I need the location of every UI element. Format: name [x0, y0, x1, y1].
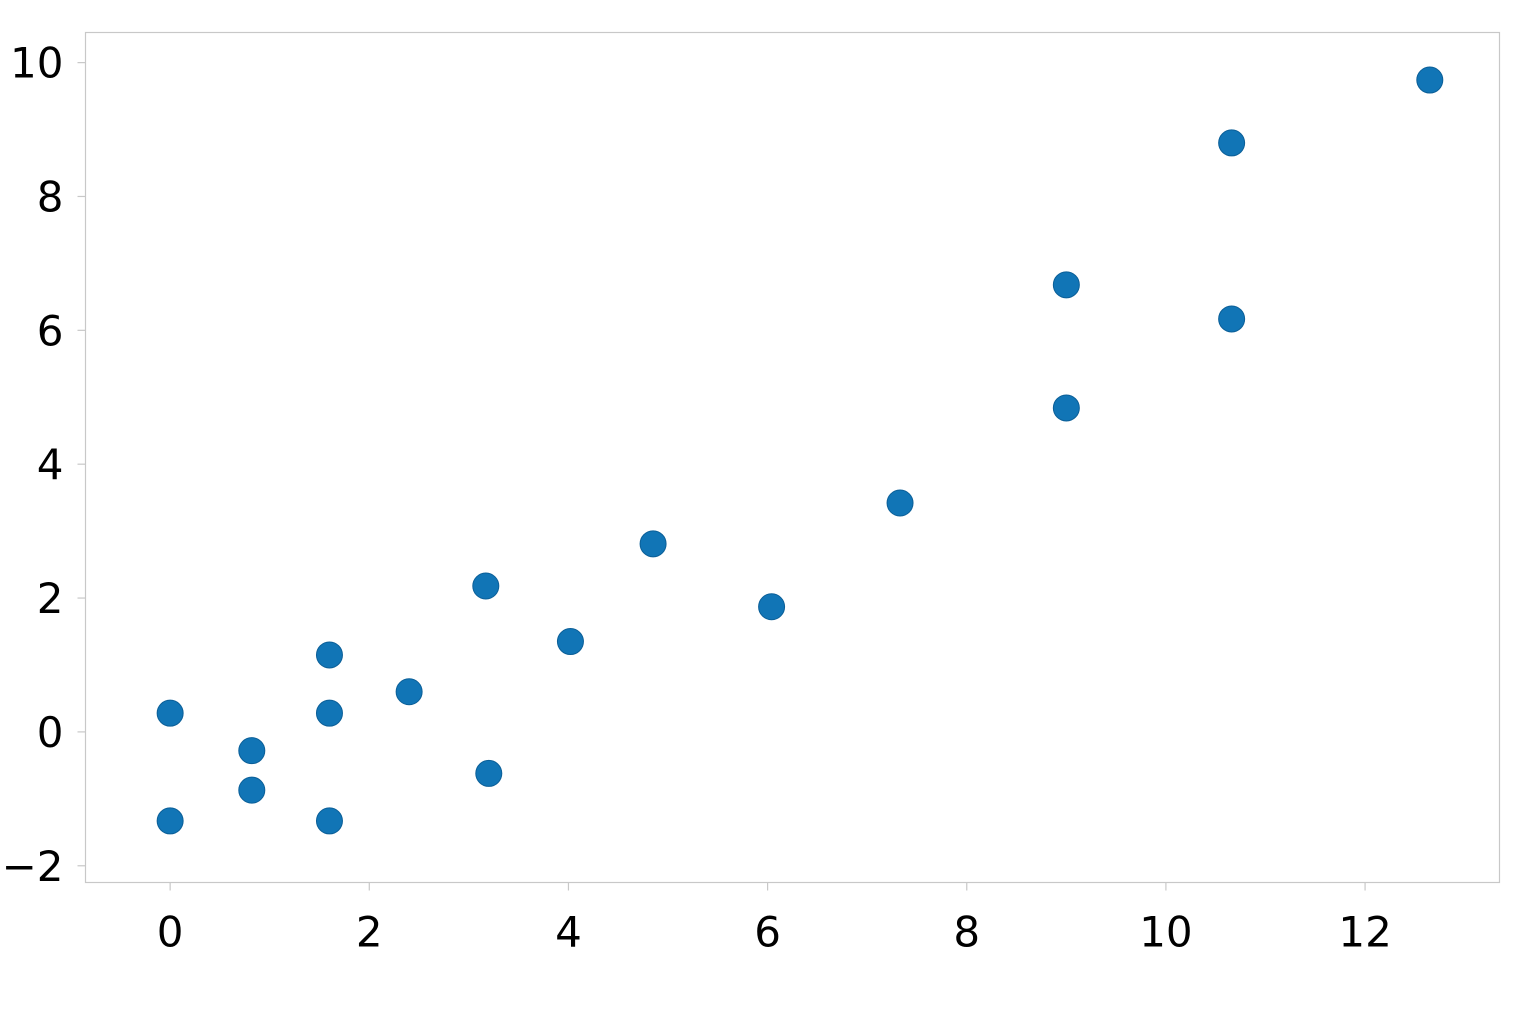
y-tick-label: 8: [37, 172, 64, 221]
data-points: [156, 66, 1444, 835]
y-tick-label: 0: [37, 708, 64, 757]
x-tick-label: 12: [1338, 908, 1391, 957]
data-point: [475, 759, 503, 787]
y-tick-label: 4: [37, 440, 64, 489]
data-point: [315, 641, 343, 669]
data-point: [238, 776, 266, 804]
y-axis: −2 0 2 4 6 8 10: [2, 39, 86, 891]
data-point: [472, 572, 500, 600]
data-point: [1052, 394, 1080, 422]
data-point: [315, 699, 343, 727]
x-axis: 0 2 4 6 8 10 12: [157, 882, 1392, 957]
data-point: [886, 489, 914, 517]
x-tick-label: 10: [1139, 908, 1192, 957]
data-point: [156, 807, 184, 835]
data-point: [238, 737, 266, 765]
y-tick-label: 2: [37, 574, 64, 623]
x-tick-label: 8: [953, 908, 980, 957]
data-point: [758, 593, 786, 621]
x-tick-label: 4: [555, 908, 582, 957]
x-tick-label: 2: [356, 908, 383, 957]
data-point: [315, 807, 343, 835]
x-tick-label: 0: [157, 908, 184, 957]
data-point: [1218, 129, 1246, 157]
x-tick-label: 6: [754, 908, 781, 957]
y-tick-label: −2: [2, 842, 64, 891]
y-tick-label: 6: [37, 306, 64, 355]
data-point: [156, 699, 184, 727]
plot-frame: [84, 31, 1501, 884]
data-point: [395, 678, 423, 706]
data-point: [556, 628, 584, 656]
data-point: [1416, 66, 1444, 94]
y-tick-label: 10: [10, 39, 63, 88]
data-point: [1218, 305, 1246, 333]
data-point: [639, 530, 667, 558]
data-point: [1052, 271, 1080, 299]
